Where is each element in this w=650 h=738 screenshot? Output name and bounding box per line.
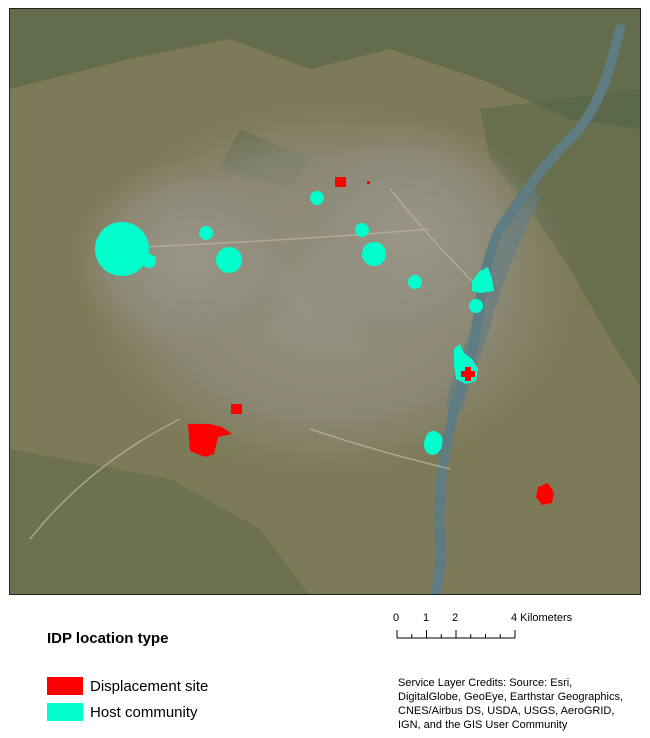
host-community-site — [95, 222, 149, 276]
scale-label: 2 — [452, 612, 459, 624]
credits-line: IGN, and the GIS User Community — [398, 719, 568, 731]
displacement-site-swatch — [47, 677, 83, 695]
displacement-site — [231, 404, 242, 414]
displacement-sites[interactable] — [188, 177, 554, 505]
displacement-site — [536, 483, 554, 505]
host-community-site — [362, 242, 386, 266]
host-community-site — [469, 299, 483, 313]
scale-bar: 0 1 2 4 Kilometers — [389, 612, 589, 646]
credits-line: DigitalGlobe, GeoEye, Earthstar Geograph… — [398, 691, 624, 703]
host-community-swatch — [47, 703, 83, 721]
scale-label: 0 — [393, 612, 400, 624]
host-community-site — [142, 254, 156, 268]
service-layer-credits: Service Layer Credits: Source: Esri, Dig… — [398, 676, 648, 732]
displacement-site — [188, 424, 232, 457]
displacement-site — [461, 367, 475, 381]
scale-label: 4 Kilometers — [511, 612, 573, 624]
legend-item-displacement-site: Displacement site — [47, 676, 208, 696]
host-community-site — [310, 191, 324, 205]
scale-ticks — [396, 630, 516, 639]
legend-title: IDP location type — [47, 630, 169, 647]
credits-line: Service Layer Credits: Source: Esri, — [398, 677, 573, 689]
host-community-site — [216, 247, 242, 273]
scale-label: 1 — [423, 612, 430, 624]
host-community-site — [424, 431, 443, 455]
legend-label: Displacement site — [90, 677, 209, 695]
legend-label: Host community — [90, 703, 198, 721]
host-community-site — [199, 226, 213, 240]
host-community-sites[interactable] — [95, 191, 494, 455]
credits-line: CNES/Airbus DS, USDA, USGS, AeroGRID, — [398, 705, 615, 717]
host-community-site — [472, 267, 494, 293]
legend-item-host-community: Host community — [47, 702, 198, 722]
map-canvas — [10, 9, 640, 594]
displacement-site — [335, 177, 346, 187]
satellite-map[interactable] — [9, 8, 641, 595]
displacement-site — [367, 181, 370, 184]
host-community-site — [355, 223, 369, 237]
host-community-site — [408, 275, 422, 289]
